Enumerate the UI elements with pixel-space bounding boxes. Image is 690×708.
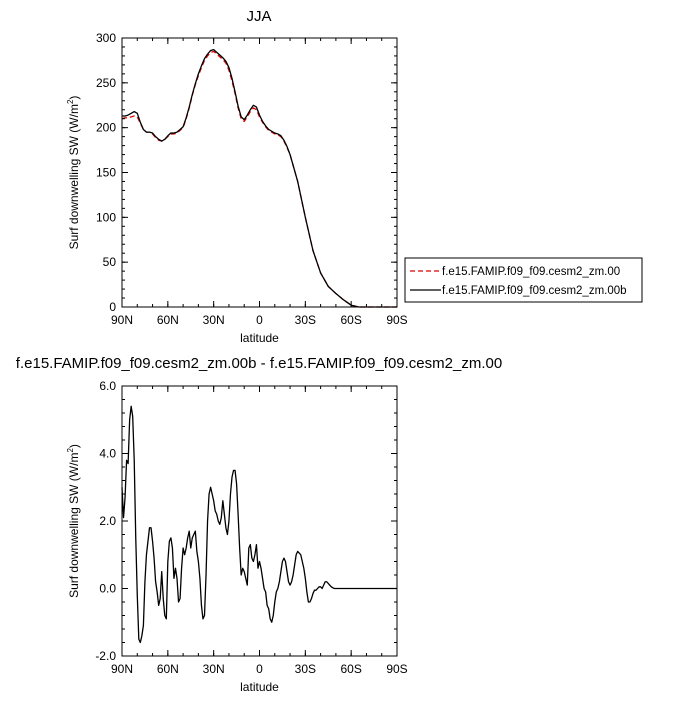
y-axis-label-close: ): [67, 96, 81, 100]
x-tick-label: 90N: [111, 313, 133, 327]
y-axis-label-superscript: 2: [66, 99, 75, 104]
x-axis-label: latitude: [240, 680, 279, 694]
series-line-2: [122, 49, 397, 308]
bottom-panel: f.e15.FAMIP.f09_f09.cesm2_zm.00b - f.e15…: [16, 355, 502, 694]
series-line-1: [121, 405, 397, 644]
y-tick-label: 200: [96, 121, 116, 135]
y-tick-label: 50: [103, 255, 117, 269]
y-tick-label: 4.0: [99, 447, 116, 461]
y-axis-label-text: Surf downwelling SW (W/m: [67, 104, 81, 249]
series-line-1: [121, 50, 397, 308]
x-tick-label: 30S: [295, 313, 316, 327]
x-tick-label: 60S: [340, 313, 361, 327]
y-tick-label: 0.0: [99, 582, 116, 596]
legend-box: [404, 257, 643, 303]
plot-frame: [121, 37, 398, 308]
chart-title: JJA: [246, 8, 271, 25]
x-axis-label: latitude: [240, 331, 279, 345]
y-tick-label: 0: [109, 300, 116, 314]
x-tick-label: 60N: [157, 313, 179, 327]
y-tick-label: 150: [96, 166, 116, 180]
x-tick-label: 90S: [386, 313, 407, 327]
y-axis-label-close: ): [67, 444, 81, 448]
x-tick-label: 30S: [295, 662, 316, 676]
x-tick-label: 30N: [203, 662, 225, 676]
plot-frame: [121, 385, 398, 657]
y-tick-label: 300: [96, 31, 116, 45]
x-tick-label: 90N: [111, 662, 133, 676]
top-panel: JJA 90N 60N 30N 0 30S 60S 90S 0 50 100 150 200 250 300…: [66, 8, 643, 345]
x-tick-label: 60N: [157, 662, 179, 676]
x-tick-label: 0: [256, 313, 263, 327]
chart-title: f.e15.FAMIP.f09_f09.cesm2_zm.00b - f.e15…: [16, 355, 502, 372]
x-tick-label: 60S: [340, 662, 361, 676]
y-tick-label: 100: [96, 210, 116, 224]
y-tick-label: 250: [96, 76, 116, 90]
legend-label-1: f.e15.FAMIP.f09_f09.cesm2_zm.00: [442, 266, 620, 278]
y-tick-label: -2.0: [95, 649, 116, 663]
x-tick-label: 0: [256, 662, 263, 676]
legend-label-2: f.e15.FAMIP.f09_f09.cesm2_zm.00b: [442, 285, 627, 297]
y-axis-label: Surf downwelling SW (W/m2): [66, 96, 81, 250]
y-tick-label: 2.0: [99, 514, 116, 528]
x-tick-label: 30N: [203, 313, 225, 327]
y-axis-label-text: Surf downwelling SW (W/m: [67, 453, 81, 598]
y-tick-label: 6.0: [99, 379, 116, 393]
y-axis-label: Surf downwelling SW (W/m2): [66, 444, 81, 598]
x-tick-label: 90S: [386, 662, 407, 676]
y-axis-label-superscript: 2: [66, 448, 75, 453]
